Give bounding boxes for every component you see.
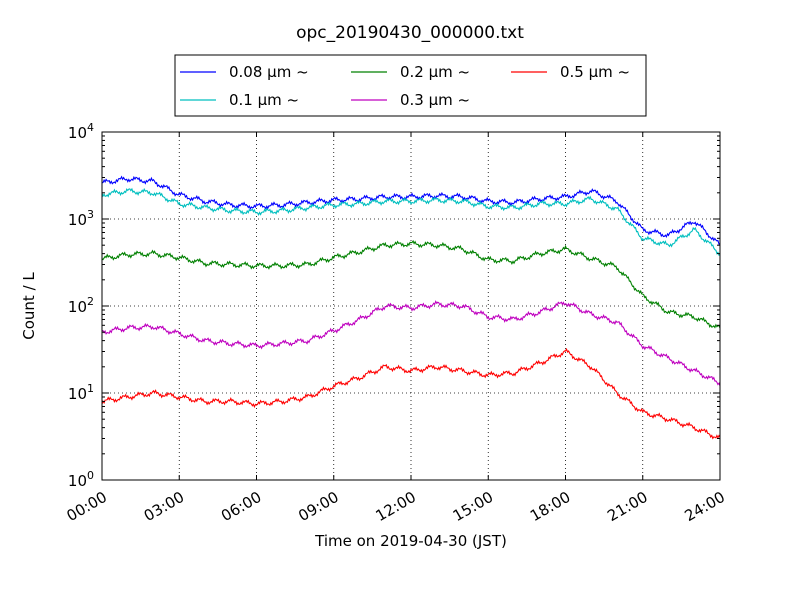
series-layer bbox=[101, 175, 721, 440]
y-tick-label: 101 bbox=[68, 382, 94, 403]
legend-label: 0.08 μm ~ bbox=[229, 63, 309, 81]
series-line bbox=[101, 347, 721, 440]
plot-area bbox=[101, 131, 721, 481]
series-line bbox=[101, 187, 721, 256]
x-axis-label: Time on 2019-04-30 (JST) bbox=[314, 532, 507, 550]
y-tick-labels: 100 101 102 103 104 bbox=[68, 121, 94, 490]
grid-layer bbox=[102, 132, 720, 480]
legend-label: 0.2 μm ~ bbox=[400, 63, 470, 81]
y-tick-label: 103 bbox=[68, 208, 94, 229]
series-line bbox=[101, 175, 721, 245]
legend: 0.08 μm ~ 0.1 μm ~ 0.2 μm ~ 0.3 μm ~ 0.5 μm … bbox=[174, 54, 647, 117]
legend-entries: 0.08 μm ~ 0.1 μm ~ 0.2 μm ~ 0.3 μm ~ 0.5 μm … bbox=[180, 63, 630, 109]
chart-title: opc_20190430_000000.txt bbox=[296, 23, 524, 43]
y-tick-label: 100 bbox=[68, 469, 94, 490]
series-line bbox=[101, 300, 721, 387]
y-axis-label: Count / L bbox=[20, 272, 38, 340]
y-tick-label: 102 bbox=[68, 295, 94, 316]
legend-label: 0.5 μm ~ bbox=[560, 63, 630, 81]
y-tick-label: 104 bbox=[68, 121, 94, 142]
legend-label: 0.3 μm ~ bbox=[400, 91, 470, 109]
legend-frame bbox=[174, 54, 647, 117]
legend-label: 0.1 μm ~ bbox=[229, 91, 299, 109]
series-line bbox=[101, 239, 721, 329]
tick-layer bbox=[101, 131, 721, 481]
